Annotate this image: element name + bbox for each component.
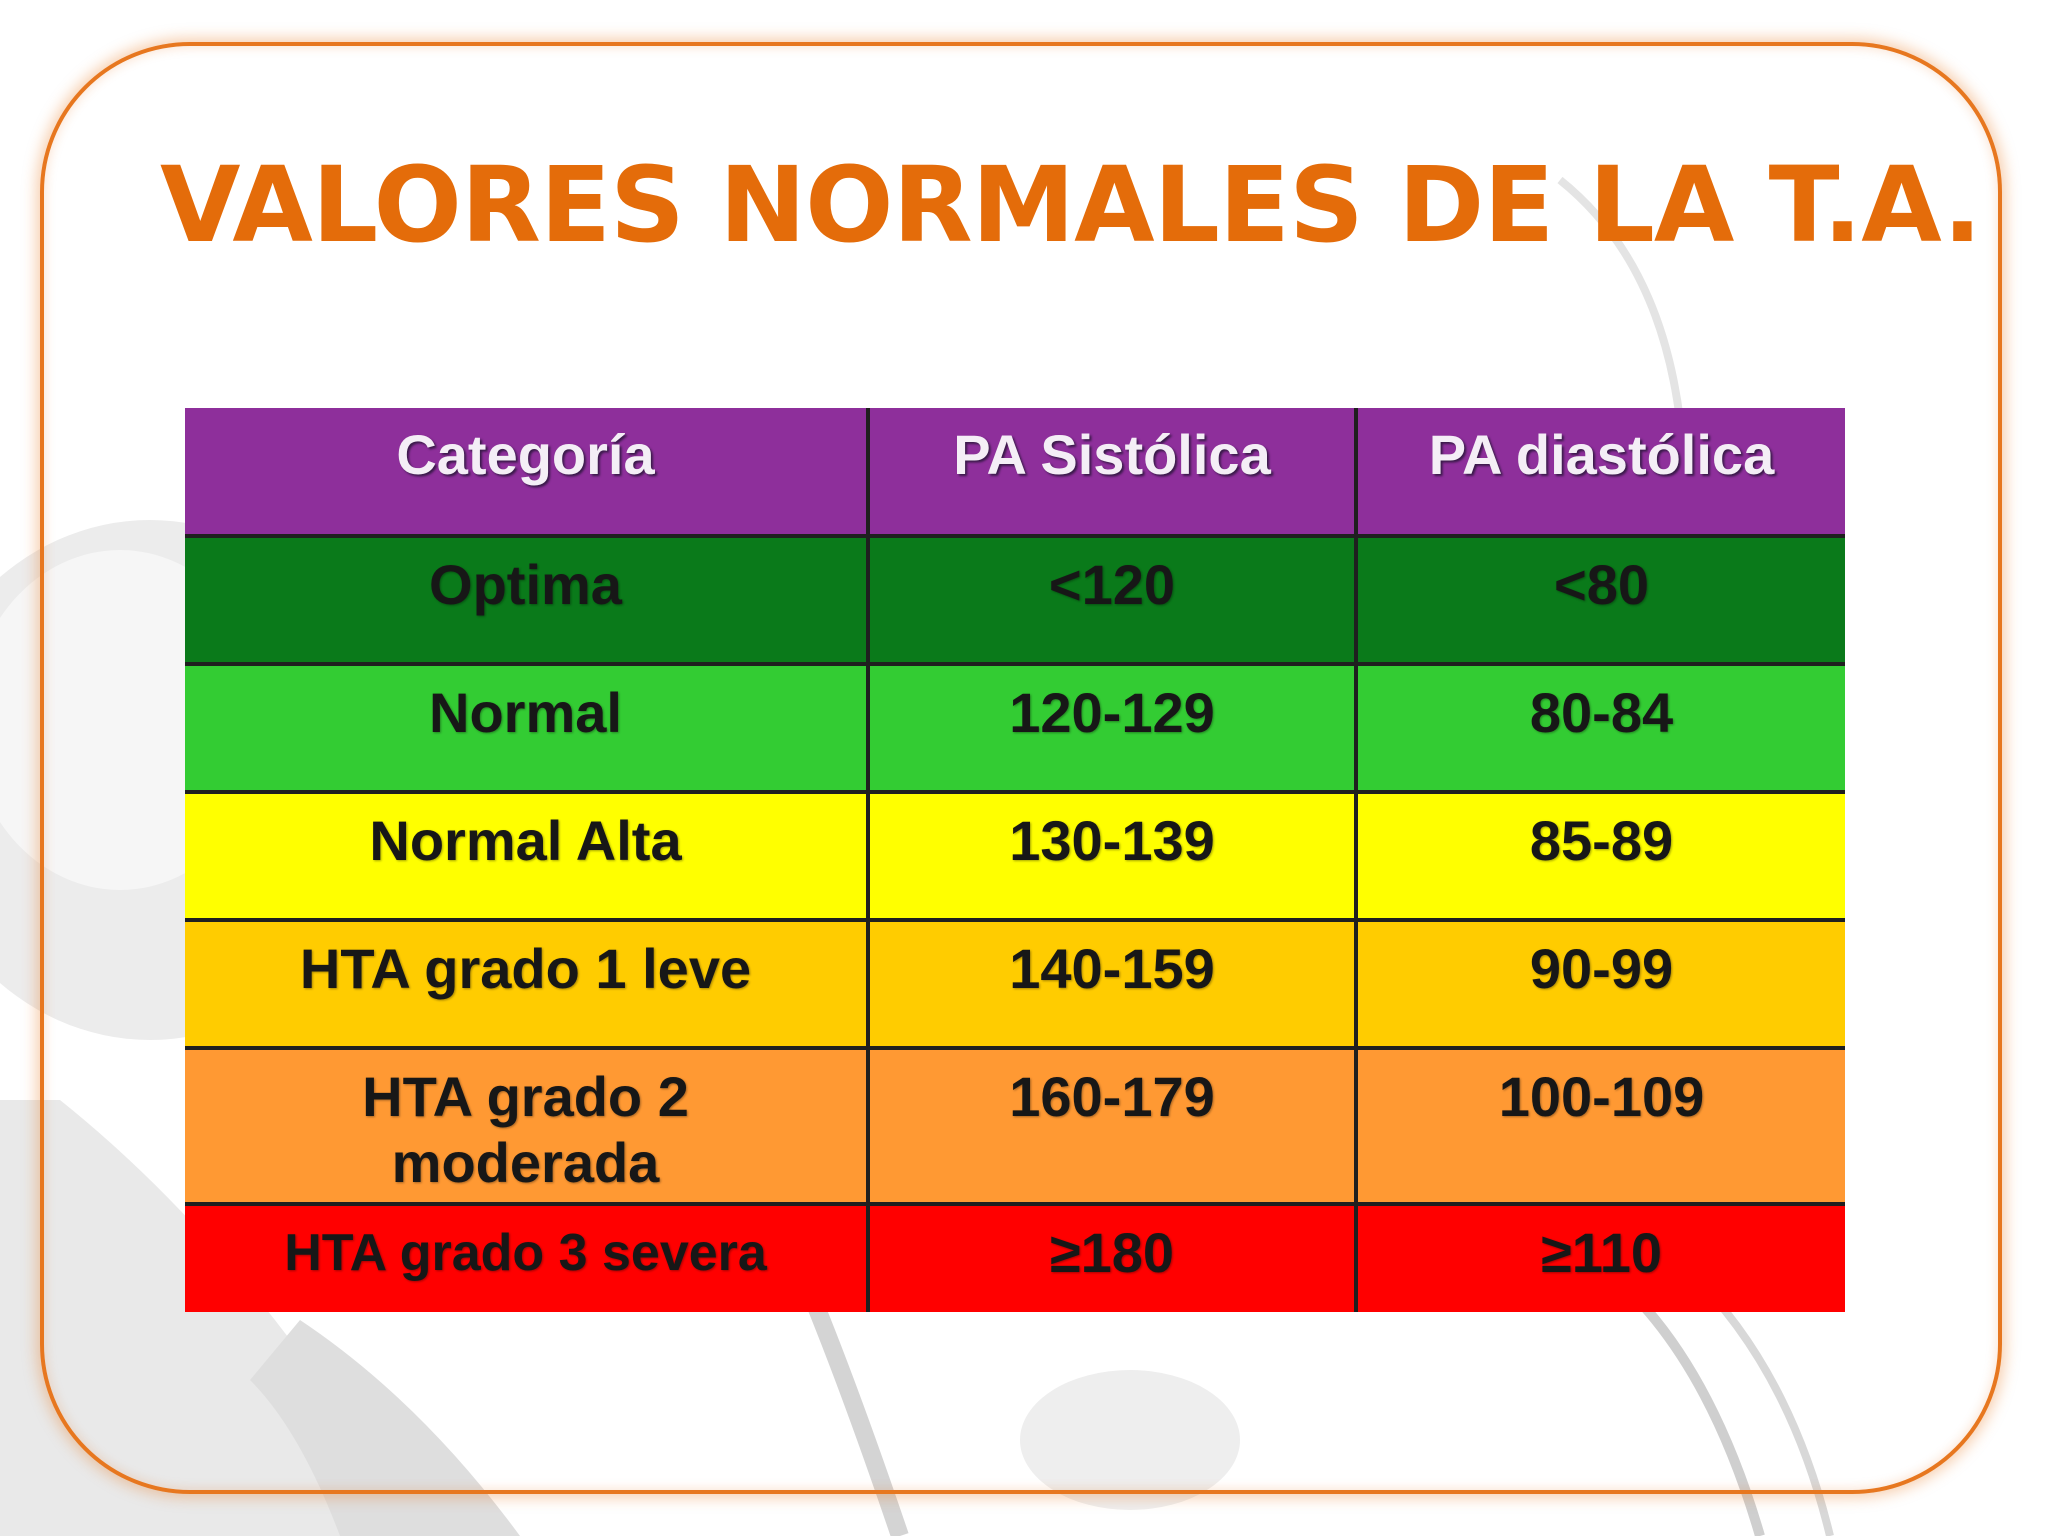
category-cell: HTA grado 1 leve — [185, 918, 870, 1050]
diastolic-cell: 80-84 — [1354, 662, 1845, 794]
table-row: HTA grado 3 severa ≥180 ≥110 — [185, 1202, 1845, 1312]
category-cell: Optima — [185, 534, 870, 666]
systolic-cell: 130-139 — [866, 790, 1358, 922]
systolic-cell: 140-159 — [866, 918, 1358, 1050]
systolic-cell: ≥180 — [866, 1202, 1358, 1312]
diastolic-cell: 85-89 — [1354, 790, 1845, 922]
category-cell: HTA grado 3 severa — [185, 1202, 870, 1312]
diastolic-cell: ≥110 — [1354, 1202, 1845, 1312]
table-row: Normal 120-129 80-84 — [185, 662, 1845, 794]
header-systolic: PA Sistólica — [866, 408, 1358, 538]
header-diastolic: PA diastólica — [1354, 408, 1845, 538]
diastolic-cell: <80 — [1354, 534, 1845, 666]
category-cell: HTA grado 2 moderada — [185, 1046, 870, 1206]
blood-pressure-table: Categoría PA Sistólica PA diastólica Opt… — [185, 408, 1845, 1312]
diastolic-cell: 90-99 — [1354, 918, 1845, 1050]
category-cell: Normal Alta — [185, 790, 870, 922]
systolic-cell: 160-179 — [866, 1046, 1358, 1206]
slide-frame — [40, 42, 2002, 1494]
systolic-cell: <120 — [866, 534, 1358, 666]
table-row: HTA grado 1 leve 140-159 90-99 — [185, 918, 1845, 1050]
systolic-cell: 120-129 — [866, 662, 1358, 794]
table-row: Optima <120 <80 — [185, 534, 1845, 666]
category-cell: Normal — [185, 662, 870, 794]
table-row: Normal Alta 130-139 85-89 — [185, 790, 1845, 922]
table-header-row: Categoría PA Sistólica PA diastólica — [185, 408, 1845, 538]
table-row: HTA grado 2 moderada 160-179 100-109 — [185, 1046, 1845, 1206]
header-category: Categoría — [185, 408, 870, 538]
diastolic-cell: 100-109 — [1354, 1046, 1845, 1206]
slide-title: VALORES NORMALES DE LA T.A. — [160, 144, 1982, 266]
